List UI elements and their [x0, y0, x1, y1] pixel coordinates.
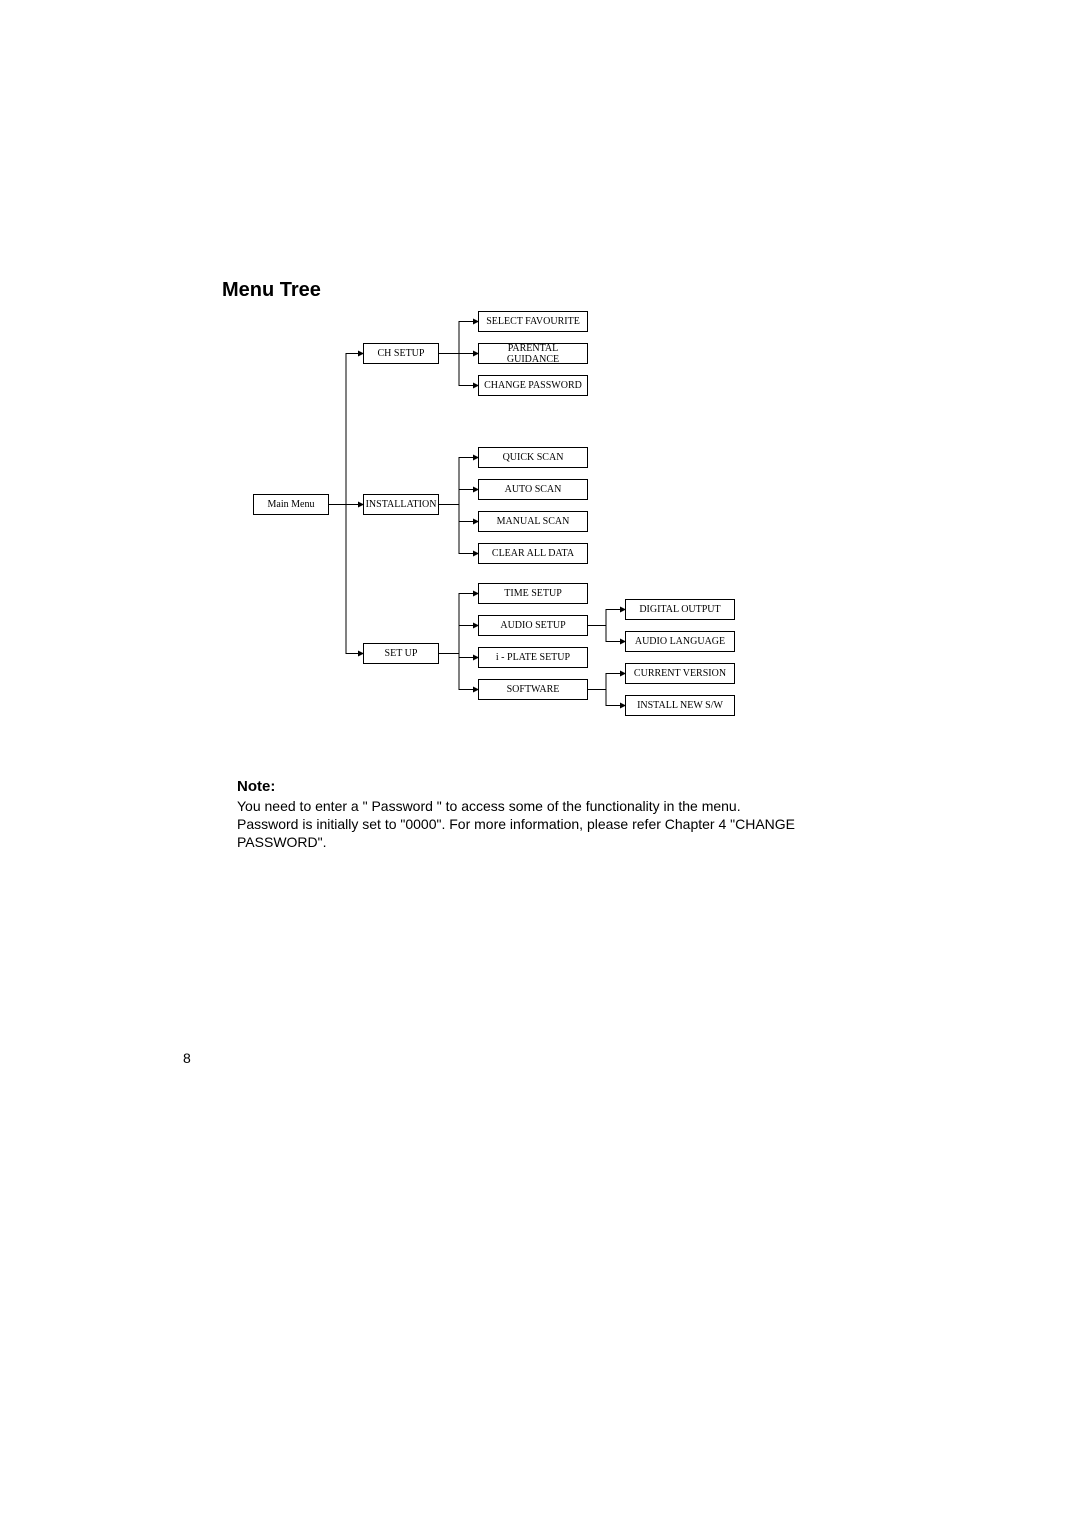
edge-setup-audio — [439, 626, 478, 654]
edge-sw-cver — [588, 674, 625, 690]
edge-ch-chpw — [439, 354, 478, 386]
edge-audio-alang — [588, 626, 625, 642]
tree-node-alang: AUDIO LANGUAGE — [625, 631, 735, 652]
tree-node-time: TIME SETUP — [478, 583, 588, 604]
tree-node-chpw: CHANGE PASSWORD — [478, 375, 588, 396]
page-number: 8 — [183, 1050, 191, 1066]
edge-setup-sw — [439, 654, 478, 690]
edge-inst-ascan — [439, 490, 478, 505]
edge-inst-mscan — [439, 505, 478, 522]
tree-node-pg: PARENTAL GUIDANCE — [478, 343, 588, 364]
tree-node-mscan: MANUAL SCAN — [478, 511, 588, 532]
tree-node-selfav: SELECT FAVOURITE — [478, 311, 588, 332]
tree-node-iplate: i - PLATE SETUP — [478, 647, 588, 668]
tree-node-ascan: AUTO SCAN — [478, 479, 588, 500]
tree-node-main: Main Menu — [253, 494, 329, 515]
tree-node-inst: INSTALLATION — [363, 494, 439, 515]
edge-inst-cad — [439, 505, 478, 554]
edge-ch-selfav — [439, 322, 478, 354]
tree-node-insw: INSTALL NEW S/W — [625, 695, 735, 716]
tree-node-qscan: QUICK SCAN — [478, 447, 588, 468]
tree-node-digout: DIGITAL OUTPUT — [625, 599, 735, 620]
page: Menu Tree Main Menu CH SETUP INSTALLATION S… — [0, 0, 1080, 1528]
edge-main-ch — [329, 354, 363, 505]
page-title: Menu Tree — [222, 279, 321, 302]
tree-node-setup: SET UP — [363, 643, 439, 664]
note-body: You need to enter a " Password " to acce… — [237, 797, 797, 851]
edge-sw-insw — [588, 690, 625, 706]
note-heading: Note: — [237, 778, 275, 795]
tree-node-cad: CLEAR ALL DATA — [478, 543, 588, 564]
edge-inst-qscan — [439, 458, 478, 505]
edge-main-setup — [329, 505, 363, 654]
tree-node-sw: SOFTWARE — [478, 679, 588, 700]
edge-audio-digout — [588, 610, 625, 626]
tree-node-ch: CH SETUP — [363, 343, 439, 364]
edge-setup-time — [439, 594, 478, 654]
tree-node-cver: CURRENT VERSION — [625, 663, 735, 684]
tree-connectors — [0, 0, 1080, 1528]
tree-node-audio: AUDIO SETUP — [478, 615, 588, 636]
edge-setup-iplate — [439, 654, 478, 658]
